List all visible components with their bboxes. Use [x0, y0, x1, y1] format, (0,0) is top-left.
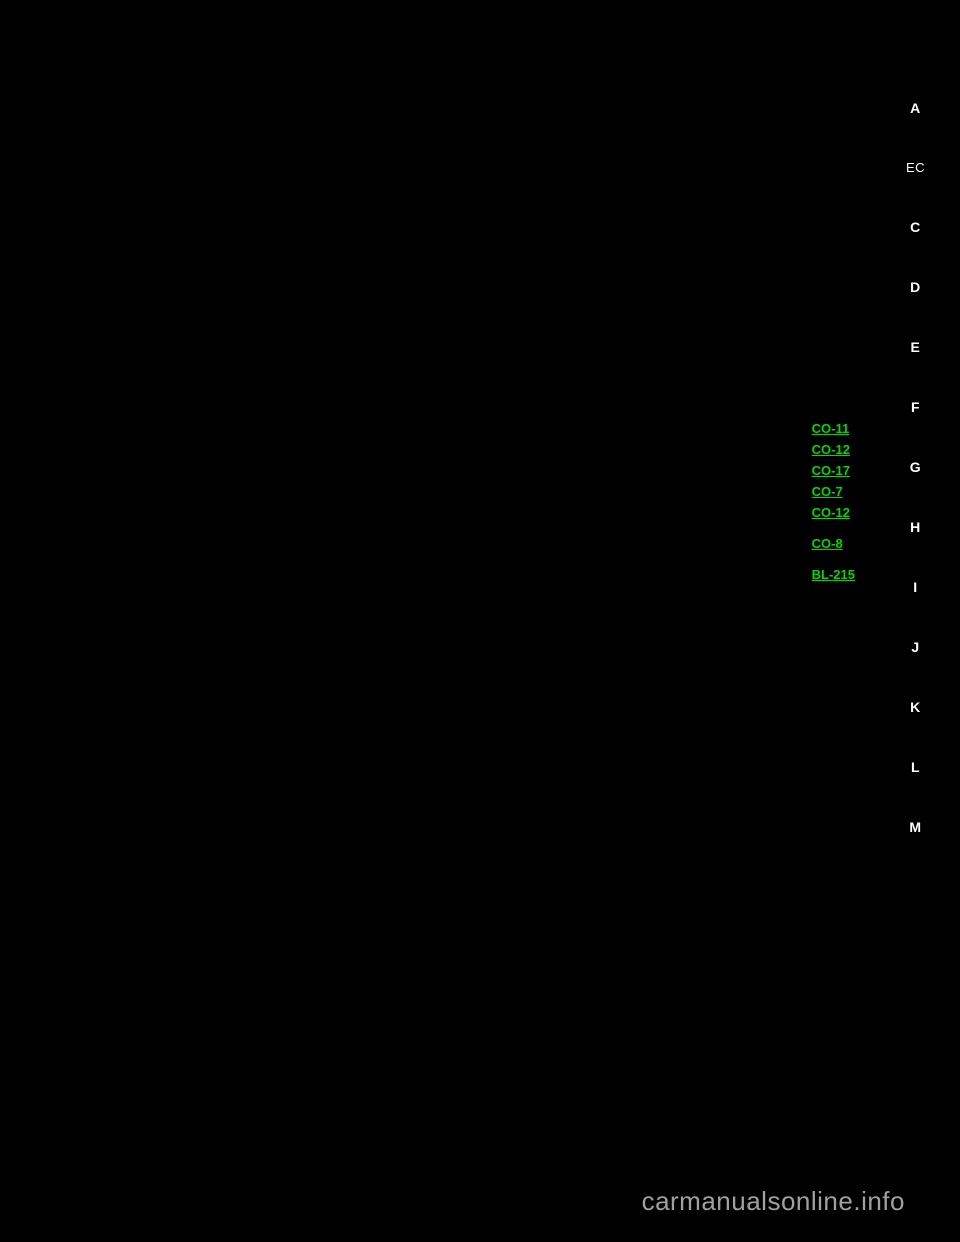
side-tab-e[interactable]: E — [906, 339, 925, 355]
link-co-8[interactable]: CO-8 — [812, 533, 855, 554]
side-tab-c[interactable]: C — [906, 219, 925, 235]
side-tab-i[interactable]: I — [906, 579, 925, 595]
link-bl-215[interactable]: BL-215 — [812, 564, 855, 585]
side-tab-j[interactable]: J — [906, 639, 925, 655]
side-tab-ec[interactable]: EC — [906, 160, 925, 175]
side-tab-a[interactable]: A — [906, 100, 925, 116]
watermark-text: carmanualsonline.info — [642, 1186, 905, 1217]
link-co-17[interactable]: CO-17 — [812, 460, 855, 481]
reference-links: CO-11 CO-12 CO-17 CO-7 CO-12 CO-8 BL-215 — [812, 418, 855, 585]
link-co-12-b[interactable]: CO-12 — [812, 502, 855, 523]
side-tab-h[interactable]: H — [906, 519, 925, 535]
side-tab-m[interactable]: M — [906, 819, 925, 835]
link-co-7[interactable]: CO-7 — [812, 481, 855, 502]
link-spacer — [812, 554, 855, 564]
side-tab-l[interactable]: L — [906, 759, 925, 775]
side-navigation-tabs: A EC C D E F G H I J K L M — [906, 100, 925, 835]
side-tab-d[interactable]: D — [906, 279, 925, 295]
link-spacer — [812, 523, 855, 533]
side-tab-k[interactable]: K — [906, 699, 925, 715]
side-tab-g[interactable]: G — [906, 459, 925, 475]
link-co-12[interactable]: CO-12 — [812, 439, 855, 460]
side-tab-f[interactable]: F — [906, 399, 925, 415]
link-co-11[interactable]: CO-11 — [812, 418, 855, 439]
